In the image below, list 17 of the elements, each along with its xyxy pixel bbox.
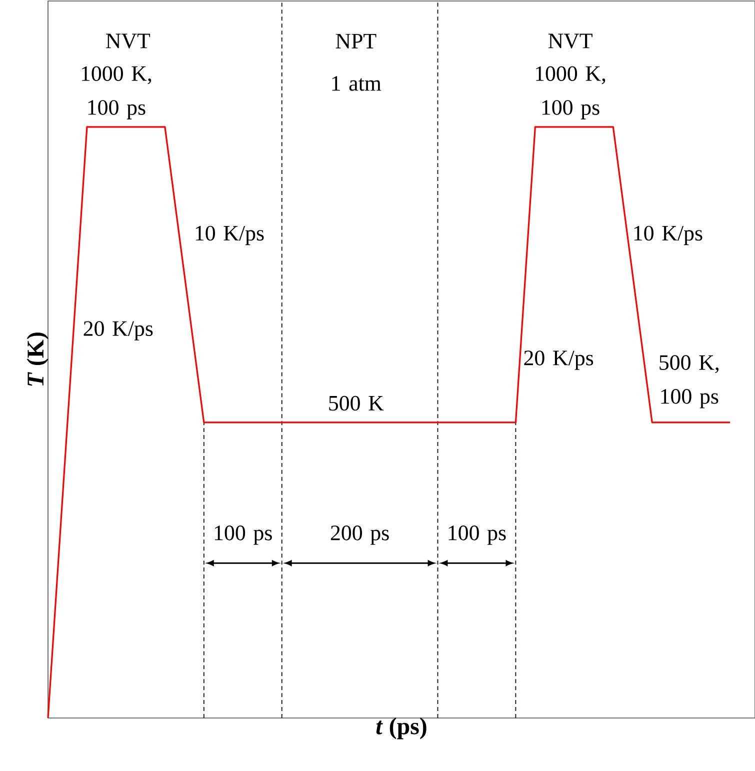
annotation: 20 K/ps xyxy=(84,321,153,340)
annotation: 100 ps xyxy=(448,526,506,545)
annotation: 200 ps xyxy=(330,526,389,545)
annotation: 500 K xyxy=(329,396,384,411)
text: NVT xyxy=(106,34,150,48)
text: 1000 K, 100 ps xyxy=(82,66,152,120)
annotation: 100 ps xyxy=(214,526,272,545)
text: 1 atm xyxy=(332,76,382,91)
y-axis-title: T (K) xyxy=(26,332,48,386)
annotation: 10 K/ps xyxy=(196,226,264,246)
annotation: 20 K/ps xyxy=(524,350,594,370)
annotation: 10 K/ps xyxy=(634,226,702,246)
text: NVT xyxy=(548,34,592,48)
text: NPT xyxy=(336,34,376,48)
text: 1000 K, 100 ps xyxy=(536,66,606,120)
x-axis-title: t (ps) xyxy=(376,718,426,740)
annotation: 500 K, 100 ps xyxy=(660,355,718,408)
